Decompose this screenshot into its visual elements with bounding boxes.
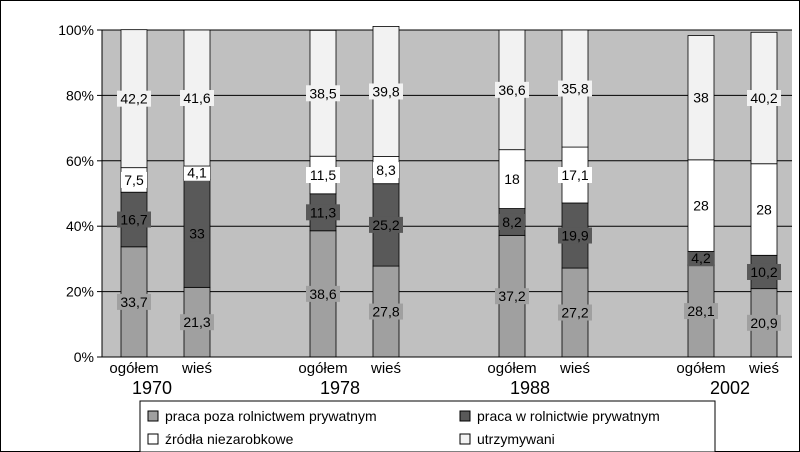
x-category-label: ogółem [109,360,158,377]
data-label: 27,2 [561,305,588,321]
plot-area [102,30,792,357]
data-label: 11,5 [310,167,336,183]
x-year-label: 1978 [320,378,360,398]
data-label: 4,2 [691,250,711,266]
data-label: 36,6 [498,82,525,98]
data-label: 8,2 [502,214,522,230]
data-label-bg [369,216,403,233]
data-label-bg [188,225,206,242]
data-label-bg [373,162,399,179]
data-label-bg [495,288,529,305]
data-label-bg [180,90,214,107]
data-label: 18 [504,171,520,187]
data-label: 20,9 [750,315,777,331]
data-label-bg [306,285,340,302]
data-label-bg [495,81,529,98]
data-label-bg [180,314,214,331]
x-year-label: 1988 [510,378,550,398]
x-year-label: 1970 [132,378,172,398]
legend-label: utrzymywani [477,431,555,447]
data-label-bg [503,171,521,188]
data-label: 10,2 [750,264,777,280]
legend-swatch [147,433,159,445]
data-label: 38 [693,90,709,106]
data-label-bg [755,201,773,218]
data-label: 25,2 [372,217,399,233]
y-tick-label: 20% [66,284,94,300]
data-label-bg [558,80,592,97]
legend-label: praca w rolnictwie prywatnym [477,408,660,424]
y-tick-label: 80% [66,87,94,103]
legend-swatch [459,433,471,445]
data-label-bg [692,89,710,106]
y-tick-label: 100% [58,22,94,38]
data-label-bg [499,213,525,230]
data-label: 19,9 [561,228,588,244]
x-category-label: ogółem [676,360,725,377]
data-label: 42,2 [120,91,147,107]
data-label: 39,8 [372,83,399,99]
data-label-bg [369,83,403,100]
data-label: 38,5 [309,85,336,101]
data-label-bg [558,167,592,184]
data-label-bg [306,204,340,221]
y-tick-label: 60% [66,153,94,169]
legend-swatch [459,410,471,422]
data-label: 7,5 [124,172,144,188]
data-label: 16,7 [120,211,147,227]
data-label: 33,7 [120,294,147,310]
data-label: 33 [189,225,205,241]
x-category-label: wieś [370,360,401,377]
y-tick-label: 40% [66,218,94,234]
data-label: 27,8 [372,304,399,320]
data-label: 4,1 [187,165,207,181]
legend-label: źródła niezarobkowe [165,431,294,447]
data-label: 28 [756,202,772,218]
data-label-bg [684,303,718,320]
data-label-bg [121,171,147,188]
x-category-label: wieś [181,360,212,377]
x-category-label: wieś [559,360,590,377]
data-label-bg [306,85,340,102]
data-label: 37,2 [498,288,525,304]
data-label: 40,2 [750,90,777,106]
data-label-bg [747,314,781,331]
x-category-label: ogółem [487,360,536,377]
data-label-bg [747,263,781,280]
legend-box [139,400,716,452]
x-category-label: ogółem [298,360,347,377]
data-label-bg [692,197,710,214]
legend: praca poza rolnictwem prywatnym praca w r… [139,400,716,452]
data-label: 28 [693,198,709,214]
data-label-bg [558,304,592,321]
data-label-bg [558,227,592,244]
data-label-bg [117,211,151,228]
data-label: 38,6 [309,286,336,302]
data-label-bg [184,164,210,181]
data-label: 21,3 [183,314,210,330]
data-label-bg [306,167,340,184]
data-label-bg [369,303,403,320]
data-label-bg [688,250,714,267]
data-label: 35,8 [561,81,588,97]
data-label: 11,3 [310,204,336,220]
legend-swatch [147,410,159,422]
data-label: 17,1 [561,167,588,183]
x-year-label: 2002 [710,378,750,398]
data-label: 8,3 [376,162,396,178]
x-category-label: wieś [748,360,779,377]
legend-label: praca poza rolnictwem prywatnym [165,408,377,424]
data-label-bg [117,293,151,310]
data-label: 28,1 [687,303,714,319]
y-tick-label: 0% [74,349,94,365]
data-label-bg [747,90,781,107]
gridlines [102,29,792,293]
data-label-bg [117,90,151,107]
data-label: 41,6 [183,90,210,106]
